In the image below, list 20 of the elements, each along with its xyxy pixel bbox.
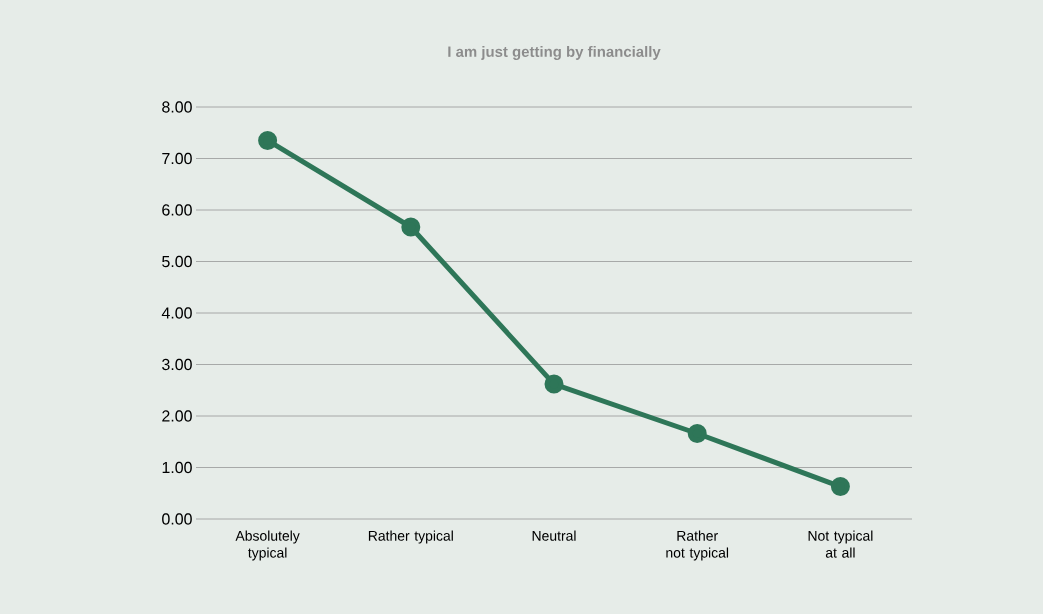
chart-title: I am just getting by financially — [448, 46, 661, 60]
point — [258, 130, 278, 150]
y-tick-label: 8.00 — [162, 101, 192, 113]
point — [687, 424, 707, 444]
y-tick-label: 6.00 — [162, 204, 192, 216]
x-tick-label: Not typical at all — [808, 530, 873, 558]
x-tick-label: Absolutely typical — [235, 530, 300, 561]
y-tick-label: 4.00 — [161, 307, 192, 319]
point — [401, 217, 421, 237]
point — [544, 374, 564, 394]
y-tick-label: 1.00 — [162, 461, 192, 474]
y-tick-label: 5.00 — [162, 255, 192, 268]
y-tick-label: 3.00 — [162, 358, 192, 371]
x-tick-label: Rather typical — [368, 530, 453, 544]
x-tick-label: Rather not typical — [666, 530, 729, 561]
x-tick-label: Neutral — [532, 530, 576, 541]
y-tick-label: 2.00 — [162, 410, 192, 422]
y-tick-label: 0.00 — [162, 513, 192, 525]
point — [830, 477, 850, 497]
y-tick-label: 7.00 — [162, 152, 192, 165]
